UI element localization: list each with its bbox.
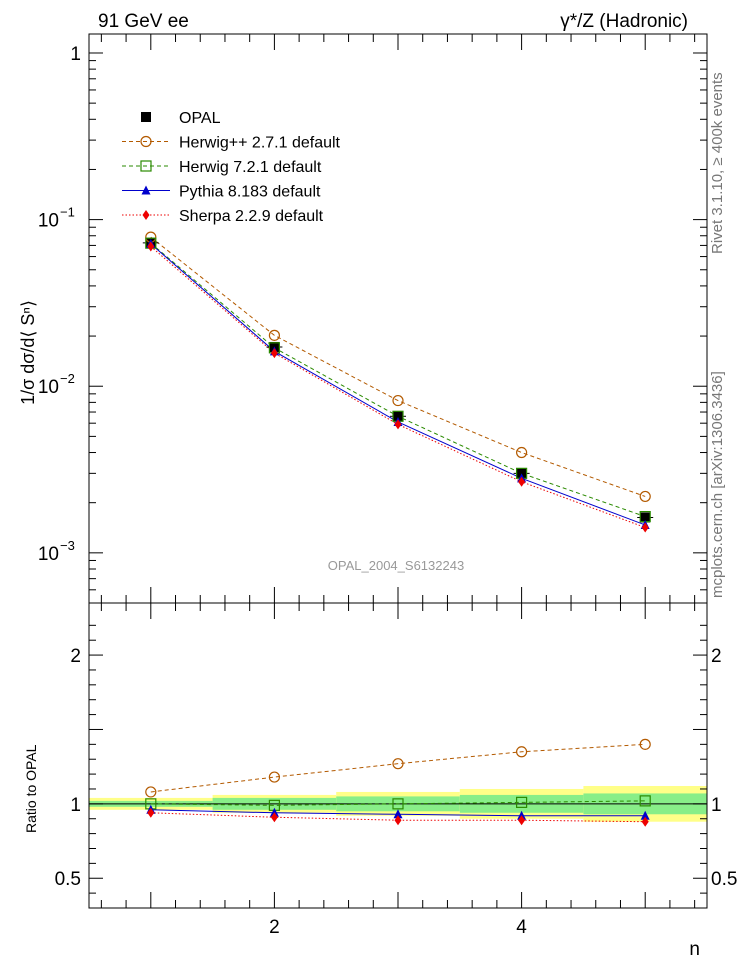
ratio-point-sherpa xyxy=(518,815,526,826)
main-y-tick-label: 10 xyxy=(38,211,59,232)
main-y-tick-label: 1 xyxy=(70,44,81,65)
opal-point xyxy=(640,512,651,523)
legend-label: Herwig++ 2.7.1 default xyxy=(179,135,341,152)
ratio-y-tick-label-right: 2 xyxy=(711,646,722,667)
legend-marker xyxy=(141,185,151,195)
x-tick-label: 2 xyxy=(269,917,280,938)
ratio-point-herwig- xyxy=(145,786,157,798)
legend: OPAL Herwig++ 2.7.1 default Herwig 7.2.1 d… xyxy=(122,110,341,225)
ratio-point-herwig- xyxy=(639,738,651,750)
ratio-point-herwig- xyxy=(515,746,528,758)
series-line-herwig7 xyxy=(150,242,646,518)
side-text-mcplots: mcplots.cern.ch [arXiv:1306.3436] xyxy=(709,371,726,598)
legend-marker xyxy=(141,112,151,122)
x-tick-label: 4 xyxy=(516,917,527,938)
point-sherpa xyxy=(394,419,402,430)
point-sherpa xyxy=(270,348,278,359)
ratio-point-sherpa xyxy=(270,812,278,823)
legend-label: Pythia 8.183 default xyxy=(179,184,321,201)
point-herwig- xyxy=(515,446,528,459)
ratio-point-herwig7 xyxy=(515,796,528,808)
opal-point xyxy=(393,411,403,422)
legend-label: Sherpa 2.2.9 default xyxy=(179,208,324,225)
ratio-frame xyxy=(88,602,708,909)
point-sherpa xyxy=(518,476,526,487)
ratio-point-sherpa xyxy=(147,807,155,818)
main-ylabel: 1/σ dσ/d⟨ Sⁿ⟩ xyxy=(18,300,38,405)
x-axis-label: n xyxy=(689,939,700,960)
ratio-y-tick-label-right: 0.5 xyxy=(711,869,737,890)
ratio-point-herwig- xyxy=(268,771,280,783)
point-herwig- xyxy=(268,329,280,341)
ratio-panel: 2 4 0.5 0.5 1 1 2 2 xyxy=(55,602,737,938)
ratio-point-pythia xyxy=(393,809,403,819)
series-line-sherpa xyxy=(150,246,646,528)
side-text-rivet: Rivet 3.1.10, ≥ 400k events xyxy=(709,72,726,254)
ratio-y-tick-label-right: 1 xyxy=(711,795,722,816)
main-panel: 110−110−210−3 xyxy=(38,33,708,604)
legend-marker xyxy=(140,135,152,148)
point-herwig- xyxy=(392,394,404,407)
point-sherpa xyxy=(641,522,649,533)
main-y-tick-exponent: −1 xyxy=(60,205,75,220)
main-y-tick-exponent: −2 xyxy=(60,371,75,386)
series-line-pythia xyxy=(150,243,646,526)
legend-marker xyxy=(142,210,150,220)
ratio-point-herwig- xyxy=(392,758,404,770)
ratio-y-tick-label: 0.5 xyxy=(55,869,81,890)
main-y-tick-exponent: −3 xyxy=(60,538,75,553)
ratio-line-herwig- xyxy=(150,743,646,793)
header-left: 91 GeV ee xyxy=(98,11,189,32)
ratio-line-herwig7 xyxy=(150,800,646,806)
ratio-ylabel: Ratio to OPAL xyxy=(23,744,39,833)
legend-label: OPAL xyxy=(179,110,221,127)
point-herwig- xyxy=(639,490,651,503)
header-right: γ*/Z (Hadronic) xyxy=(560,11,688,32)
legend-marker xyxy=(140,160,152,172)
ratio-y-tick-label: 2 xyxy=(70,646,81,667)
ratio-point-herwig7 xyxy=(392,798,404,810)
ratio-point-herwig7 xyxy=(639,795,651,807)
ratio-point-sherpa xyxy=(641,816,649,827)
ratio-point-pythia xyxy=(640,810,650,820)
main-y-tick-label: 10 xyxy=(38,377,59,398)
main-y-tick-label: 10 xyxy=(38,544,59,565)
point-sherpa xyxy=(147,241,155,252)
watermark-analysis-id: OPAL_2004_S6132243 xyxy=(328,558,464,573)
series-line-herwig- xyxy=(150,236,646,497)
legend-label: Herwig 7.2.1 default xyxy=(179,159,322,176)
ratio-point-sherpa xyxy=(394,815,402,826)
ratio-y-tick-label: 1 xyxy=(70,795,81,816)
